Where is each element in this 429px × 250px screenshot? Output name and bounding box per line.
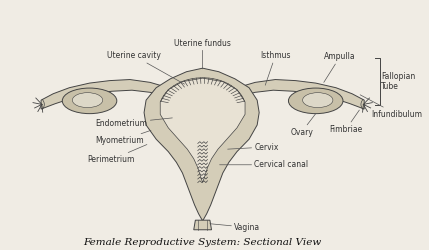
Polygon shape (160, 78, 245, 182)
Text: Ovary: Ovary (290, 114, 316, 136)
Polygon shape (144, 68, 259, 221)
Text: Perimetrium: Perimetrium (88, 144, 147, 164)
Text: Endometrium: Endometrium (96, 118, 172, 128)
Text: Uterine cavity: Uterine cavity (107, 51, 184, 84)
Polygon shape (194, 220, 211, 230)
Text: Uterine fundus: Uterine fundus (174, 38, 231, 69)
Text: Ampulla: Ampulla (324, 52, 356, 82)
Text: Fallopian
Tube: Fallopian Tube (381, 72, 415, 91)
Ellipse shape (73, 93, 103, 108)
Text: Vagina: Vagina (210, 223, 260, 232)
Text: Myometrium: Myometrium (96, 130, 151, 146)
Text: Cervix: Cervix (228, 142, 279, 152)
Ellipse shape (62, 88, 117, 114)
Text: Infundibulum: Infundibulum (360, 95, 423, 119)
Text: Isthmus: Isthmus (260, 51, 290, 85)
Polygon shape (41, 80, 174, 109)
Ellipse shape (302, 93, 333, 108)
Text: Fimbriae: Fimbriae (329, 110, 363, 134)
Polygon shape (231, 80, 364, 109)
Text: Female Reproductive System: Sectional View: Female Reproductive System: Sectional Vi… (84, 238, 322, 248)
Text: Cervical canal: Cervical canal (220, 160, 308, 169)
Ellipse shape (288, 88, 343, 114)
